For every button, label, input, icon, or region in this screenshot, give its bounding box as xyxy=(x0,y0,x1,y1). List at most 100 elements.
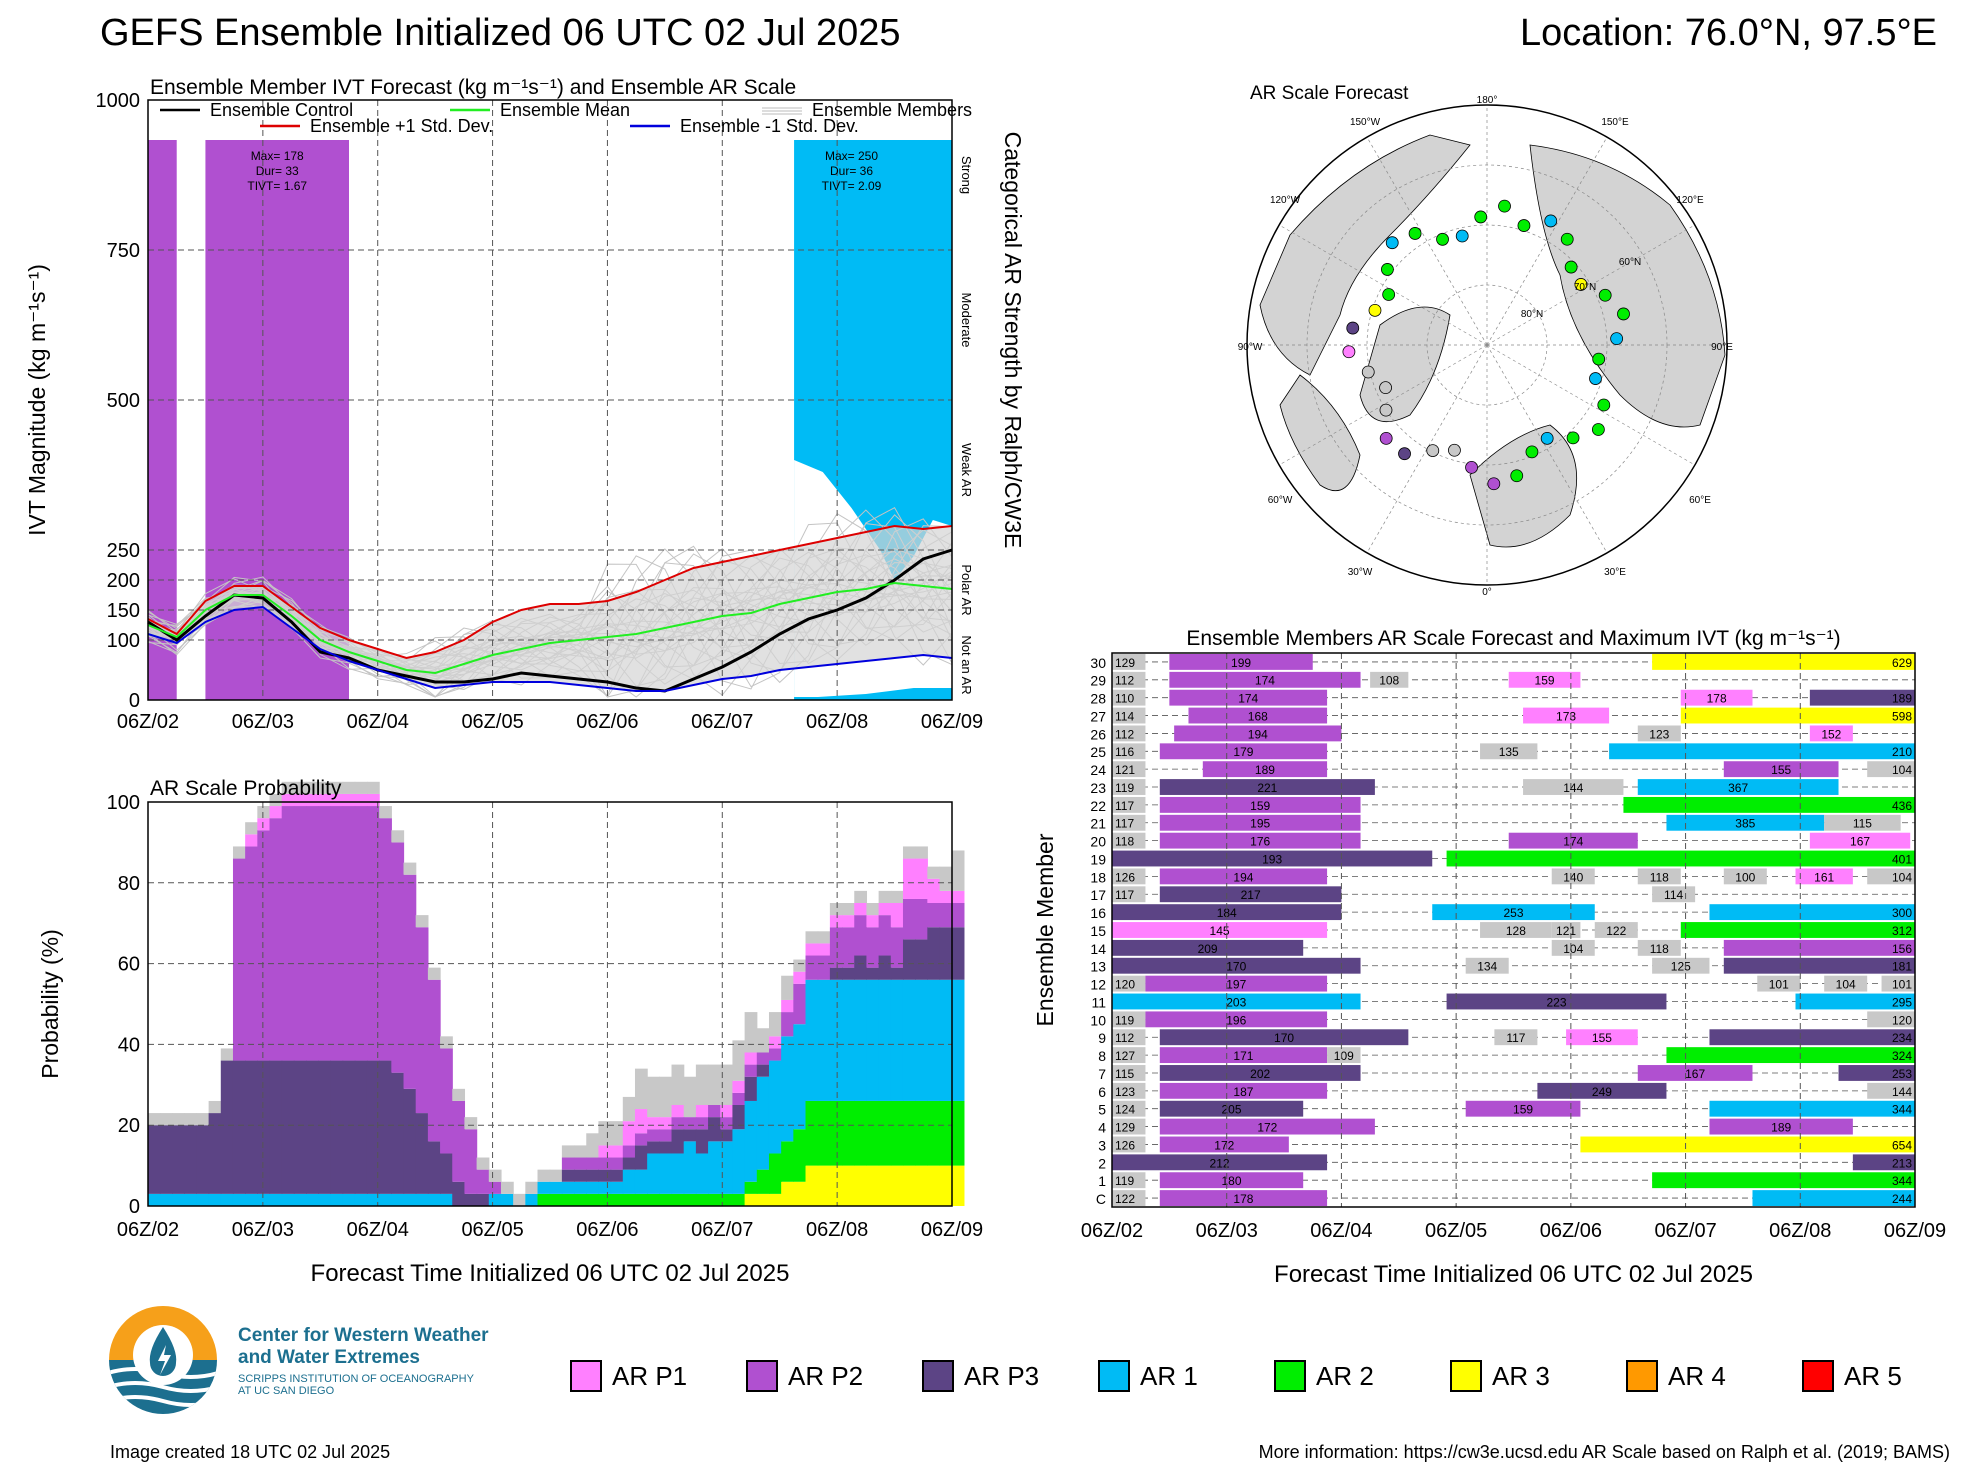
prob-bar-ar_p2 xyxy=(403,874,417,1089)
x-tick-label: 06Z/02 xyxy=(117,711,179,733)
member-segment-value: 118 xyxy=(1650,942,1669,956)
legend-label: Ensemble Control xyxy=(210,100,353,120)
prob-bar-ar_p3 xyxy=(293,1060,307,1194)
prob-bar-ar_p3 xyxy=(939,927,953,980)
legend-item: AR P2 xyxy=(746,1360,922,1392)
prob-bar-ar3 xyxy=(744,1193,758,1206)
prob-bar-ar2 xyxy=(586,1193,600,1206)
ar-category-label: Strong xyxy=(959,156,974,194)
member-segment-value: 161 xyxy=(1814,870,1834,884)
prob-bar-ar_p1 xyxy=(817,943,831,956)
prob-bar-not_ar xyxy=(671,1064,685,1105)
member-segment-value: 199 xyxy=(1231,656,1251,670)
prob-bar-ar1 xyxy=(829,979,843,1101)
member-segment-ar_p2 xyxy=(1159,743,1328,760)
member-start-value: 124 xyxy=(1115,1103,1135,1117)
member-segment-value: 155 xyxy=(1771,763,1791,777)
member-segment-not_ar xyxy=(1112,868,1146,885)
member-segment-value: 189 xyxy=(1771,1121,1791,1135)
member-segment-ar_p2 xyxy=(1159,1047,1328,1064)
prob-bar-not_ar xyxy=(245,822,258,835)
ivt-chart: 0 100 150 200 250 500 750 1000 06Z/02 06Z/03 06Z/0… xyxy=(24,76,1026,733)
member-segment-not_ar xyxy=(1551,939,1595,956)
prob-bar-ar3 xyxy=(902,1165,916,1206)
member-segment-value: 168 xyxy=(1248,709,1268,723)
map-ar-dot-ar2 xyxy=(1408,227,1422,240)
member-segment-ar1 xyxy=(1432,904,1595,921)
map-ar-dot-ar_p3 xyxy=(1398,447,1411,461)
prob-bar-ar3 xyxy=(842,1165,855,1206)
prob-bar-ar2 xyxy=(537,1193,551,1206)
member-segment-ar2 xyxy=(1652,1172,1915,1189)
y-tick-label: 500 xyxy=(107,390,140,412)
prob-bar-ar1 xyxy=(257,1193,271,1206)
location-label: Location: 76.0°N, 97.5°E xyxy=(1520,12,1937,54)
member-label: 13 xyxy=(1090,959,1106,975)
member-segment-ar_p2 xyxy=(1174,725,1342,742)
legend-label: AR 5 xyxy=(1844,1360,1902,1391)
member-label: 9 xyxy=(1098,1030,1106,1046)
member-segment-ar2 xyxy=(1680,922,1915,938)
prob-bar-ar_p3 xyxy=(622,1157,636,1170)
prob-bar-ar_p1 xyxy=(647,1117,660,1130)
prob-bar-ar_p1 xyxy=(610,1145,624,1158)
y-tick-label: 150 xyxy=(107,600,140,622)
prob-bar-ar_p3 xyxy=(890,967,904,980)
member-segment-not_ar xyxy=(1112,1065,1146,1081)
member-segment-value: 140 xyxy=(1563,870,1583,884)
std-band xyxy=(148,526,952,691)
map-ar-dot-ar2 xyxy=(1474,210,1488,224)
map-grid-label: 120°E xyxy=(1676,195,1704,206)
prob-bar-not_ar xyxy=(366,781,380,794)
prob-bar-not_ar xyxy=(513,1193,526,1206)
prob-bar-not_ar xyxy=(452,1088,466,1101)
ar-scale-map: AR Scale Forecast 180° 150°W 150°E 120°W 120°… xyxy=(1238,83,1734,595)
prob-bar-ar_p3 xyxy=(281,1060,295,1194)
map-ar-dot-ar_p2 xyxy=(1487,477,1501,491)
member-segment-not_ar xyxy=(1523,779,1624,795)
member-segment-value: 344 xyxy=(1892,1103,1912,1117)
prob-bar-ar3 xyxy=(829,1165,843,1206)
member-segment-not_ar xyxy=(1637,868,1681,885)
legend-label: AR 4 xyxy=(1668,1360,1726,1391)
member-segment-value: 118 xyxy=(1650,870,1669,884)
prob-bar-ar_p3 xyxy=(683,1129,697,1142)
prob-bar-ar_p2 xyxy=(927,903,941,928)
member-segment-ar_p2 xyxy=(1723,939,1915,956)
prob-bar-not_ar xyxy=(732,1040,746,1081)
members-y-axis-label: Ensemble Member xyxy=(1032,833,1058,1026)
prob-bar-ar1 xyxy=(939,979,953,1101)
prob-bar-ar_p3 xyxy=(172,1125,185,1194)
prob-bar-ar_p1 xyxy=(598,1145,612,1158)
prob-bar-not_ar xyxy=(232,846,246,859)
prob-bar-ar_p3 xyxy=(306,1060,319,1194)
prob-bar-not_ar xyxy=(464,1117,478,1130)
prob-bar-not_ar xyxy=(708,1064,721,1105)
member-segment-value: 152 xyxy=(1821,727,1841,741)
prob-bar-ar_p2 xyxy=(342,806,356,1061)
ar-bar xyxy=(148,140,177,700)
member-segment-ar3 xyxy=(1652,654,1915,670)
prob-bar-ar_p2 xyxy=(647,1129,660,1142)
member-segment-value: 159 xyxy=(1250,799,1270,813)
member-label: 21 xyxy=(1090,816,1106,832)
prob-bar-ar2 xyxy=(915,1100,928,1166)
member-label: 28 xyxy=(1090,691,1106,707)
map-ar-dot-not_ar xyxy=(1361,365,1375,379)
prob-bar-ar_p2 xyxy=(574,1157,587,1170)
prob-bar-ar_p1 xyxy=(720,1105,734,1118)
series-line xyxy=(147,524,953,660)
prob-bar-not_ar xyxy=(915,846,928,859)
prob-bar-not_ar xyxy=(184,1113,198,1126)
prob-bar-ar_p3 xyxy=(866,967,880,980)
prob-bar-not_ar xyxy=(683,1076,697,1118)
member-segment-not_ar xyxy=(1112,1082,1146,1099)
member-label: 8 xyxy=(1098,1048,1106,1064)
ivt-chart-title: Ensemble Member IVT Forecast (kg m⁻¹s⁻¹)… xyxy=(150,76,796,99)
prob-bar-ar_p3 xyxy=(634,1145,648,1170)
member-start-value: 114 xyxy=(1115,709,1134,723)
created-note: Image created 18 UTC 02 Jul 2025 xyxy=(110,1442,391,1462)
prob-bar-ar_p3 xyxy=(647,1141,660,1154)
prob-bar-ar1 xyxy=(391,1193,405,1206)
ar-annotation: Dur= 36 xyxy=(830,164,873,178)
